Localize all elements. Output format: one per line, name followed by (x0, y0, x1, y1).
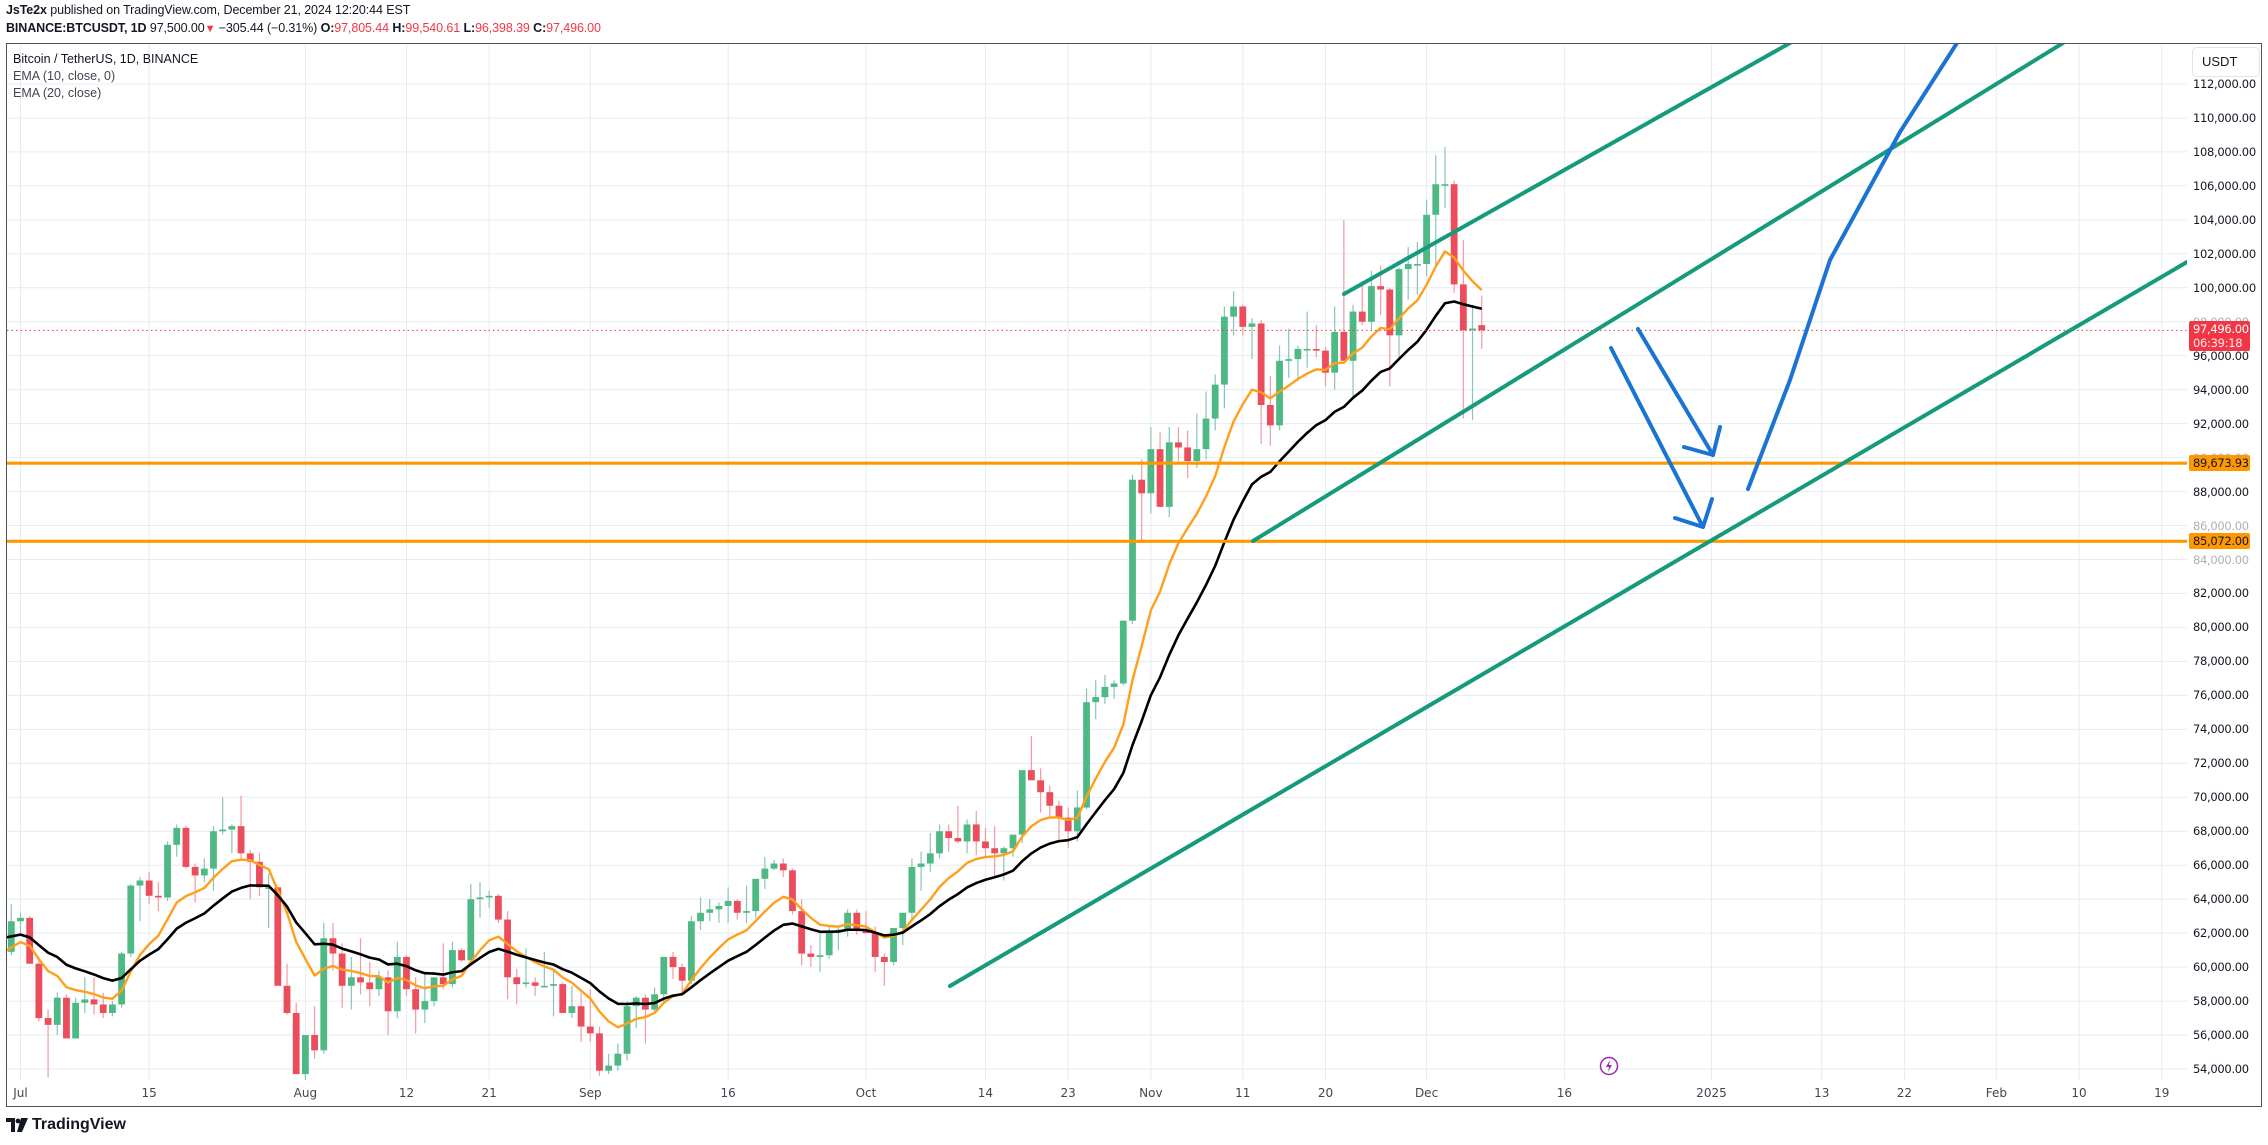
y-tick-label: 74,000.00 (2193, 722, 2249, 737)
logo-text: TradingView (32, 1116, 126, 1133)
legend-ema20[interactable]: EMA (20, close) (13, 86, 102, 100)
y-tick-label: 68,000.00 (2193, 824, 2249, 839)
chart-frame (6, 43, 2262, 1107)
y-tick-label: 66,000.00 (2193, 858, 2249, 873)
x-tick-label: 15 (141, 1086, 157, 1100)
x-tick-label: Jul (13, 1086, 28, 1100)
y-tick-label: 88,000.00 (2193, 484, 2249, 499)
y-tick-label: 102,000.00 (2193, 246, 2256, 261)
y-tick-label: 62,000.00 (2193, 926, 2249, 941)
x-tick-label: 21 (481, 1086, 497, 1100)
level-tag-upper: 89,673.93 (2189, 455, 2250, 472)
high-label: H: (392, 21, 406, 35)
y-tick-label: 64,000.00 (2193, 892, 2249, 907)
open-label: O: (320, 21, 335, 35)
y-tick-label: 60,000.00 (2193, 960, 2249, 975)
tradingview-logo[interactable]: TradingView (6, 1116, 126, 1134)
level-tag-lower: 85,072.00 (2189, 533, 2250, 550)
legend-series[interactable]: Bitcoin / TetherUS, 1D, BINANCE (13, 52, 199, 66)
x-tick-label: Oct (855, 1086, 877, 1100)
y-tick-label: 104,000.00 (2193, 212, 2256, 227)
x-tick-label: 13 (1814, 1086, 1830, 1100)
x-tick-label: 22 (1896, 1086, 1913, 1100)
y-tick-label: 56,000.00 (2193, 1028, 2249, 1043)
price-change: −305.44 (−0.31%) (218, 21, 318, 35)
x-tick-label: 11 (1235, 1086, 1251, 1100)
x-tick-label: Dec (1414, 1086, 1439, 1100)
last-price: 97,500.00 (149, 21, 205, 35)
x-tick-label: 10 (2071, 1086, 2087, 1100)
currency-button[interactable]: USDT (2192, 47, 2260, 77)
x-tick-label: 16 (720, 1086, 736, 1100)
y-tick-label: 82,000.00 (2193, 586, 2249, 601)
y-tick-label: 94,000.00 (2193, 382, 2249, 397)
current-price-tag: 97,496.00 06:39:18 (2189, 321, 2250, 351)
open-value: 97,805.44 (334, 21, 389, 35)
low-value: 96,398.39 (475, 21, 530, 35)
x-tick-label: 14 (977, 1086, 994, 1100)
x-tick-label: Sep (578, 1086, 602, 1100)
y-tick-label: 78,000.00 (2193, 654, 2249, 669)
bar-countdown: 06:39:18 (2193, 336, 2243, 350)
lightning-icon[interactable] (1599, 1056, 1619, 1076)
current-price-value: 97,496.00 (2193, 322, 2249, 336)
publish-info: JsTe2x published on TradingView.com, Dec… (6, 3, 410, 17)
high-value: 99,540.61 (405, 21, 461, 35)
y-tick-label: 54,000.00 (2193, 1062, 2249, 1076)
published-text: published on TradingView.com, December 2… (50, 3, 411, 17)
x-tick-label: 20 (1317, 1086, 1334, 1100)
y-tick-label: 86,000.00 (2193, 518, 2249, 533)
y-tick-label: 100,000.00 (2193, 280, 2256, 295)
y-tick-label: 106,000.00 (2193, 178, 2256, 193)
y-tick-label: 58,000.00 (2193, 994, 2249, 1009)
y-tick-label: 92,000.00 (2193, 416, 2249, 431)
y-tick-label: 76,000.00 (2193, 688, 2249, 703)
y-tick-label: 110,000.00 (2193, 110, 2256, 125)
y-tick-label: 72,000.00 (2193, 756, 2249, 771)
down-arrow-icon: ▼ (204, 23, 216, 35)
y-tick-label: 84,000.00 (2193, 552, 2249, 567)
x-tick-label: Nov (1139, 1086, 1163, 1100)
symbol-info: BINANCE:BTCUSDT, 1D 97,500.00▼ −305.44 (… (6, 21, 601, 35)
y-tick-label: 112,000.00 (2193, 77, 2256, 91)
tv-logo-icon (6, 1118, 28, 1132)
x-tick-label: 12 (398, 1086, 415, 1100)
close-label: C: (533, 21, 547, 35)
legend-ema10[interactable]: EMA (10, close, 0) (13, 69, 116, 83)
close-value: 97,496.00 (546, 21, 601, 35)
x-tick-label: 23 (1060, 1086, 1076, 1100)
x-tick-label: Aug (293, 1086, 318, 1100)
y-tick-label: 108,000.00 (2193, 144, 2256, 159)
publisher-name: JsTe2x (6, 3, 47, 17)
x-tick-label: 2025 (1696, 1086, 1727, 1100)
y-tick-label: 80,000.00 (2193, 620, 2249, 635)
x-tick-label: 19 (2154, 1086, 2170, 1100)
symbol-name: BINANCE:BTCUSDT, 1D (6, 21, 147, 35)
low-label: L: (463, 21, 476, 35)
x-tick-label: 16 (1556, 1086, 1573, 1100)
y-tick-label: 70,000.00 (2193, 790, 2249, 805)
y-tick-label: 96,000.00 (2193, 348, 2249, 363)
x-tick-label: Feb (1985, 1086, 2007, 1100)
